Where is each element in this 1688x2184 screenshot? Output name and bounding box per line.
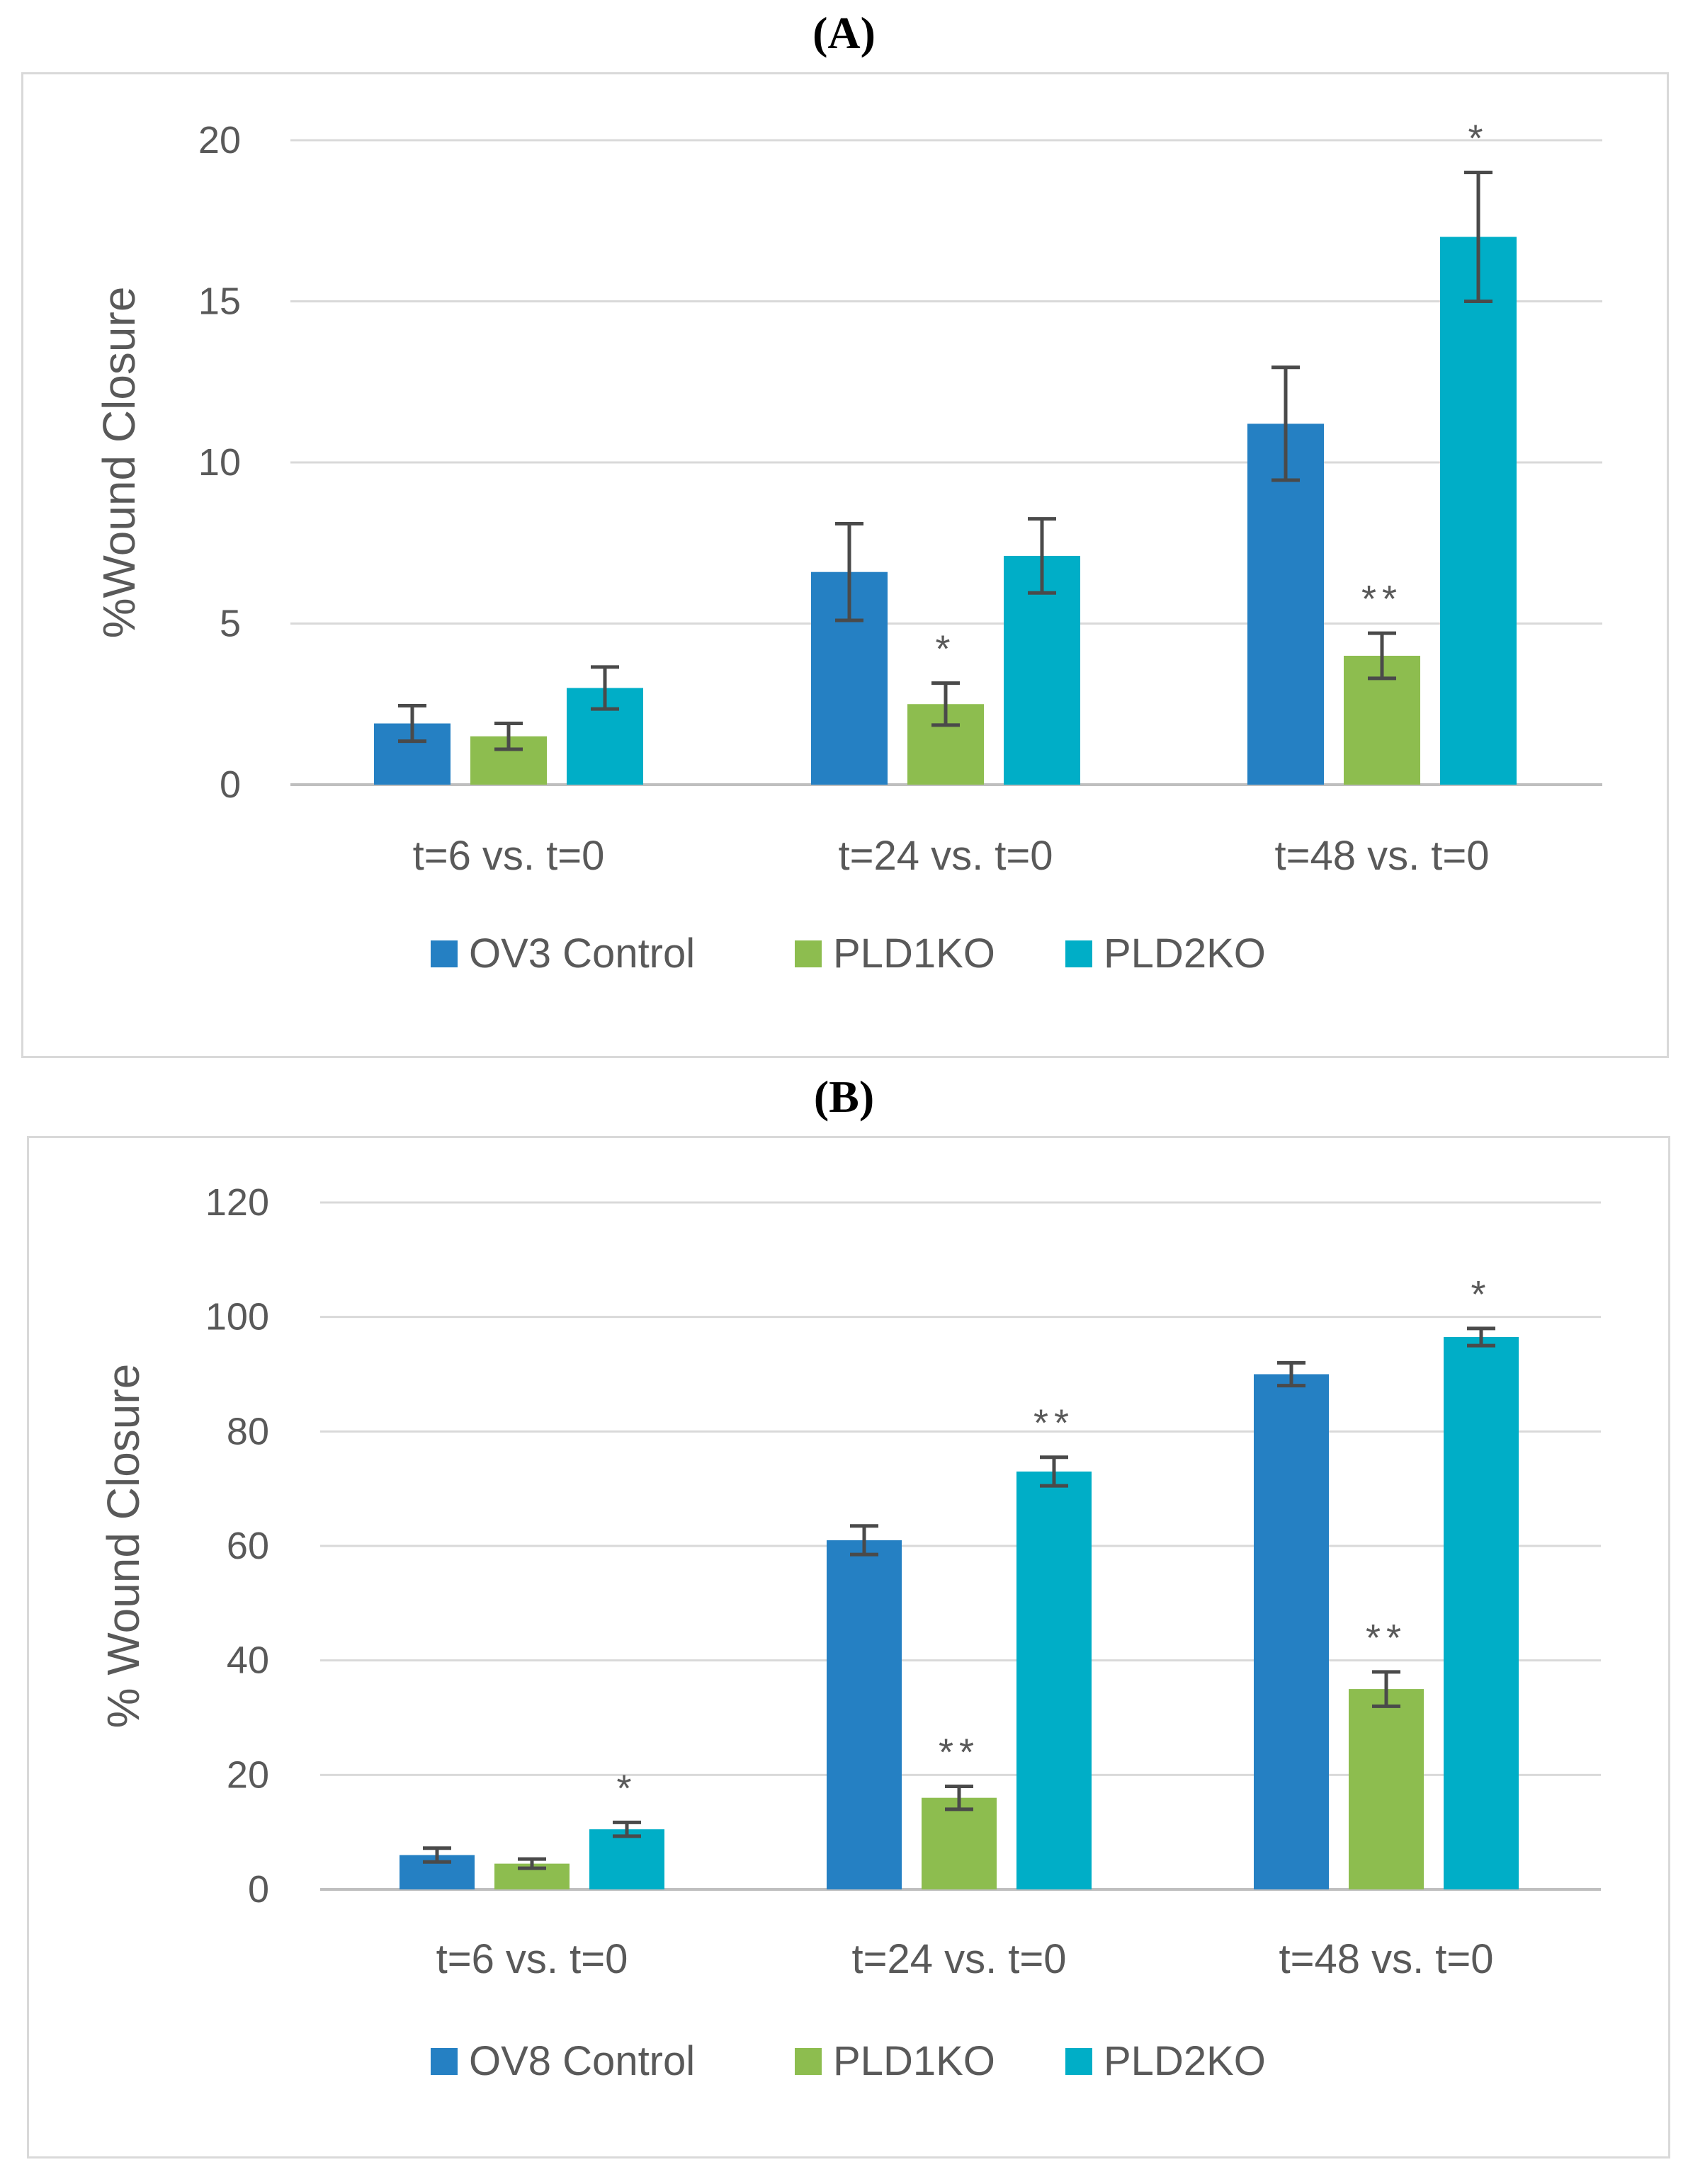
chart-b-legend-label: PLD1KO [833,2038,995,2084]
chart-a-legend-label: PLD1KO [833,931,995,977]
chart-b-bar [827,1540,902,1889]
chart-a-y-axis-label: %Wound Closure [94,287,145,639]
chart-b-y-tick-label: 120 [205,1181,269,1224]
chart-a-significance-mark: * [935,628,956,671]
panel-label-b: (B) [813,1071,875,1122]
chart-b-bar [1444,1336,1519,1889]
chart-b-frame [27,1136,1670,2159]
chart-b-bar [589,1829,664,1889]
chart-b-y-axis-label: % Wound Closure [98,1364,149,1729]
chart-b-bar [1254,1374,1329,1889]
chart-a-y-tick-label: 20 [198,119,241,161]
chart-b-legend-label: PLD2KO [1104,2038,1266,2084]
chart-a-legend-label: PLD2KO [1104,931,1266,977]
chart-a-category-label: t=48 vs. t=0 [1274,833,1489,879]
chart-b-category-label: t=24 vs. t=0 [851,1936,1066,1982]
chart-a-y-tick-label: 15 [198,280,241,323]
chart-b-y-tick-label: 0 [248,1868,269,1911]
chart-a-frame [21,72,1669,1058]
chart-a-bar [1247,423,1324,785]
panel-label-a: (A) [812,8,876,58]
chart-b-significance-mark: ** [1033,1402,1075,1445]
chart-a-significance-mark: ** [1361,578,1403,620]
chart-a-y-tick-label: 5 [220,603,241,645]
chart-a-legend-swatch [431,940,458,967]
chart-b-bar [1016,1471,1092,1889]
chart-a-legend-swatch [1065,940,1092,967]
chart-a-legend-label: OV3 Control [469,931,695,977]
chart-b-y-tick-label: 40 [227,1639,269,1682]
chart-b-legend-swatch [431,2048,458,2075]
chart-a-y-tick-label: 0 [220,763,241,806]
chart-a-category-label: t=24 vs. t=0 [838,833,1053,879]
chart-a-y-tick-label: 10 [198,441,241,484]
chart-b-legend-label: OV8 Control [469,2038,695,2084]
chart-a-bar [1440,237,1517,785]
chart-b-significance-mark: * [1471,1273,1491,1316]
chart-a-category-label: t=6 vs. t=0 [413,833,605,879]
chart-a-significance-mark: * [1468,118,1488,160]
chart-b-legend-swatch [795,2048,822,2075]
chart-b-significance-mark: * [616,1767,637,1809]
chart-b-category-label: t=48 vs. t=0 [1279,1936,1493,1982]
chart-a-legend-swatch [795,940,822,967]
chart-b-significance-mark: ** [939,1731,980,1774]
chart-b-category-label: t=6 vs. t=0 [436,1936,628,1982]
chart-b-y-tick-label: 60 [227,1525,269,1567]
chart-b-bar [922,1797,997,1889]
chart-b-significance-mark: ** [1366,1617,1407,1659]
chart-b-legend-swatch [1065,2048,1092,2075]
chart-b-y-tick-label: 80 [227,1410,269,1452]
chart-b-y-tick-label: 100 [205,1296,269,1338]
chart-b-y-tick-label: 20 [227,1753,269,1796]
chart-b-bar [1349,1689,1424,1889]
